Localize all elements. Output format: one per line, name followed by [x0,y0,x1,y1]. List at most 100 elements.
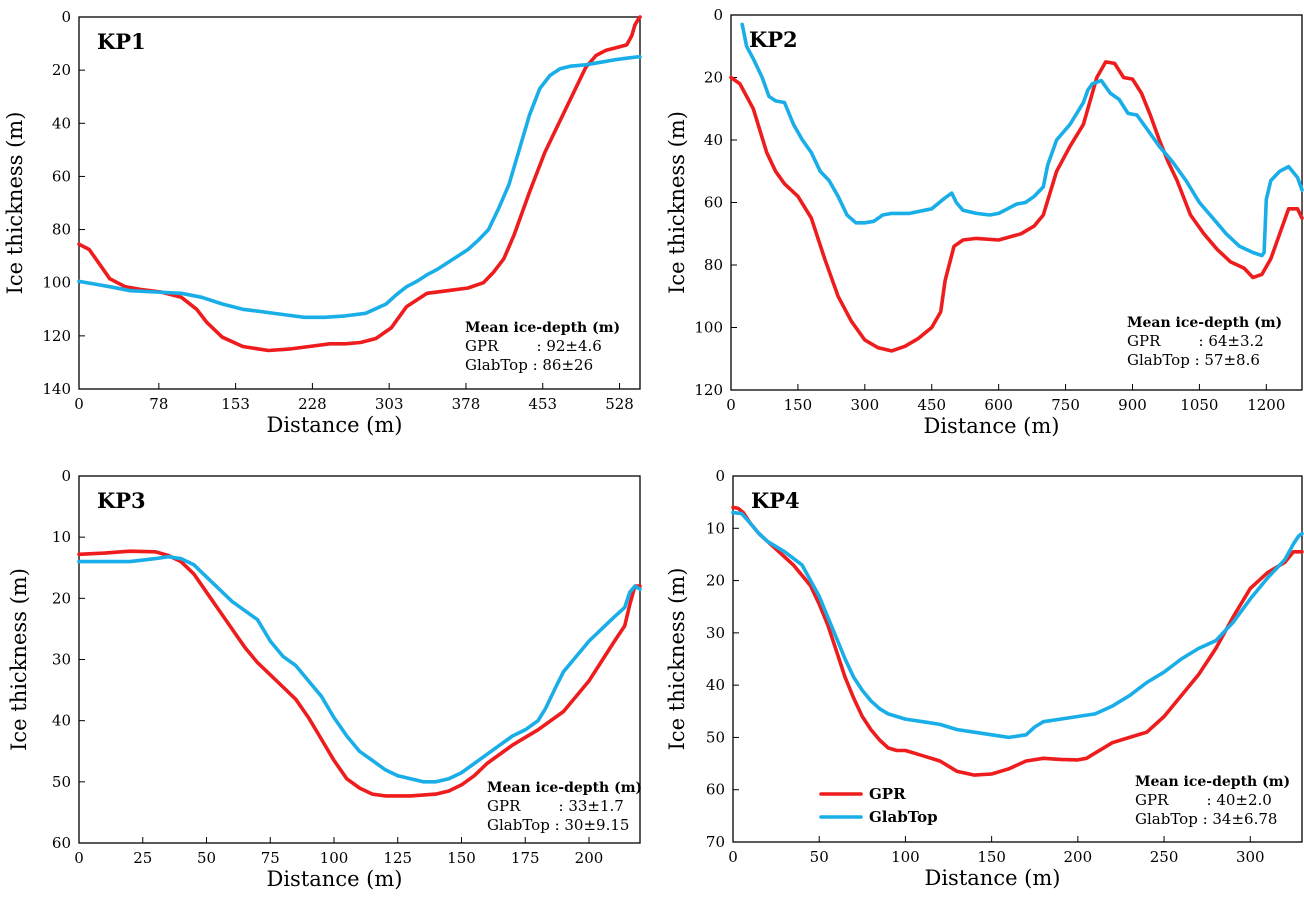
plot-frame [732,475,1303,843]
y-tick-label: 20 [52,61,71,79]
x-tick-label: 453 [528,395,557,413]
stats-line: GPR : 33±1.7 [487,797,624,815]
x-axis-label: Distance (m) [924,414,1060,438]
x-tick-label: 1050 [1180,396,1218,414]
y-tick-label: 60 [52,834,71,852]
y-tick-label: 50 [706,728,725,746]
y-tick-label: 0 [713,6,723,24]
x-axis-label: Distance (m) [267,413,403,437]
legend: GPR GlabTop [819,785,938,826]
x-tick-label: 25 [133,849,152,867]
x-tick-label: 0 [728,848,738,866]
legend-label: GlabTop [869,808,938,826]
x-axis-label: Distance (m) [267,867,403,891]
y-tick-label: 120 [42,327,71,345]
x-tick-label: 750 [1051,396,1080,414]
y-tick-label: 50 [52,773,71,791]
panel-title: KP2 [749,27,798,52]
series-line-glabtop [77,55,642,320]
stats-heading: Mean ice-depth (m) [487,780,642,796]
x-tick-label: 153 [221,395,250,413]
y-axis-label: Ice thickness (m) [3,112,27,295]
stats-heading: Mean ice-depth (m) [1127,315,1282,331]
y-axis-label: Ice thickness (m) [7,568,31,751]
y-tick-label: 30 [706,624,725,642]
y-tick-label: 20 [704,69,723,87]
series-line-gpr [77,15,642,353]
stats-line: GPR : 40±2.0 [1135,791,1272,809]
x-tick-label: 378 [452,395,481,413]
y-tick-label: 140 [42,380,71,398]
x-tick-label: 100 [320,849,349,867]
x-tick-label: 50 [197,849,216,867]
y-tick-label: 60 [706,781,725,799]
y-tick-label: 40 [704,131,723,149]
stats-line: GlabTop : 34±6.78 [1135,810,1277,828]
series-line-gpr [729,60,1304,353]
series-line-gpr [77,549,642,798]
y-tick-label: 100 [694,319,723,337]
x-tick-label: 100 [891,848,920,866]
x-tick-label: 228 [298,395,327,413]
stats-line: GPR : 64±3.2 [1127,332,1264,350]
panel-title: KP4 [751,488,800,513]
x-tick-label: 75 [261,849,280,867]
y-tick-label: 40 [52,114,71,132]
x-tick-label: 450 [917,396,946,414]
y-tick-label: 100 [42,274,71,292]
x-tick-label: 150 [977,848,1006,866]
y-tick-label: 30 [52,651,71,669]
x-tick-label: 150 [784,396,813,414]
series-line-glabtop [740,22,1304,258]
stats-line: GlabTop : 30±9.15 [487,816,629,834]
x-tick-label: 0 [74,849,84,867]
panel-title: KP1 [97,29,146,54]
series-line-glabtop [77,554,642,784]
x-tick-label: 175 [511,849,540,867]
legend-label: GPR [869,785,906,803]
x-tick-label: 200 [575,849,604,867]
y-tick-label: 0 [715,467,725,485]
x-tick-label: 600 [984,396,1013,414]
stats-heading: Mean ice-depth (m) [1135,774,1290,790]
y-tick-label: 80 [52,221,71,239]
x-tick-label: 1200 [1247,396,1285,414]
y-tick-label: 20 [52,589,71,607]
x-tick-label: 900 [1118,396,1147,414]
y-tick-label: 120 [694,381,723,399]
y-tick-label: 20 [706,572,725,590]
y-tick-label: 60 [704,194,723,212]
series-line-glabtop [731,510,1304,740]
stats-line: GlabTop : 57±8.6 [1127,351,1260,369]
x-axis-label: Distance (m) [925,866,1061,890]
x-tick-label: 0 [726,396,736,414]
x-tick-label: 303 [375,395,404,413]
x-tick-label: 150 [447,849,476,867]
x-tick-label: 528 [605,395,634,413]
y-tick-label: 10 [52,528,71,546]
y-tick-label: 40 [52,712,71,730]
plot-frame [78,16,641,390]
x-tick-label: 200 [1064,848,1093,866]
x-tick-label: 78 [149,395,168,413]
series-line-gpr [731,505,1304,777]
y-axis-label: Ice thickness (m) [665,568,689,751]
y-tick-label: 80 [704,256,723,274]
y-axis-label: Ice thickness (m) [665,111,689,294]
stats-line: GPR : 92±4.6 [465,337,602,355]
stats-line: GlabTop : 86±26 [465,356,593,374]
x-tick-label: 0 [74,395,84,413]
y-tick-label: 40 [706,676,725,694]
x-tick-label: 300 [1236,848,1265,866]
panel-title: KP3 [97,488,146,513]
y-tick-label: 60 [52,167,71,185]
x-tick-label: 250 [1150,848,1179,866]
x-tick-label: 300 [851,396,880,414]
y-tick-label: 70 [706,833,725,851]
x-tick-label: 50 [810,848,829,866]
